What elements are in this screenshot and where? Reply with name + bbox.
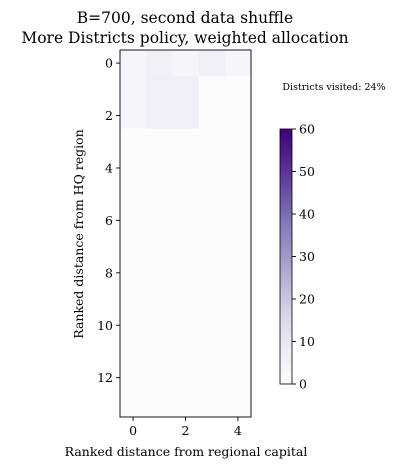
- heatmap-cell: [172, 76, 199, 103]
- y-tick-label: 4: [105, 160, 113, 175]
- heatmap-cell: [120, 364, 147, 392]
- heatmap-cell: [120, 233, 147, 261]
- x-tick-label: 4: [234, 423, 242, 438]
- heatmap-cell: [120, 390, 147, 418]
- heatmap-cell: [146, 390, 173, 418]
- heatmap-cell: [198, 102, 226, 129]
- heatmap-cell: [146, 285, 173, 313]
- heatmap-cells: [120, 50, 252, 418]
- heatmap-cell: [120, 207, 147, 234]
- heatmap-cell: [224, 154, 252, 182]
- y-tick-label: 12: [97, 370, 113, 385]
- heatmap-cell: [198, 312, 226, 339]
- heatmap-cell: [120, 259, 147, 287]
- x-tick-label: 0: [129, 423, 137, 438]
- heatmap-cell: [120, 128, 147, 156]
- heatmap-cell: [224, 390, 252, 418]
- heatmap-cell: [172, 285, 199, 313]
- heatmap-cell: [146, 154, 173, 182]
- heatmap-cell: [172, 154, 199, 182]
- heatmap-cell: [120, 285, 147, 313]
- heatmap-cell: [172, 364, 199, 392]
- heatmap-cell: [198, 50, 226, 77]
- heatmap-cell: [224, 338, 252, 365]
- x-axis-label: Ranked distance from regional capital: [65, 444, 308, 459]
- heatmap-cell: [224, 76, 252, 103]
- colorbar-tick-label: 10: [299, 334, 315, 349]
- heatmap-cell: [172, 390, 199, 418]
- x-axis-ticks: 0 2 4: [129, 417, 242, 438]
- heatmap-cell: [146, 128, 173, 156]
- colorbar-tick-label: 20: [299, 292, 315, 307]
- heatmap-cell: [120, 181, 147, 208]
- colorbar-tick-label: 30: [299, 249, 315, 264]
- heatmap-cell: [224, 312, 252, 339]
- colorbar-tick-label: 0: [299, 377, 307, 392]
- colorbar-tick-label: 60: [299, 122, 315, 137]
- heatmap-cell: [224, 50, 252, 77]
- districts-visited-annotation: Districts visited: 24%: [282, 82, 385, 93]
- y-axis-ticks: 0 2 4 6 8 10 12: [97, 56, 120, 385]
- heatmap-cell: [198, 76, 226, 103]
- heatmap-cell: [198, 233, 226, 261]
- heatmap-cell: [120, 50, 147, 77]
- heatmap-cell: [146, 207, 173, 234]
- y-tick-label: 8: [105, 265, 113, 280]
- heatmap-cell: [198, 390, 226, 418]
- y-tick-label: 0: [105, 56, 113, 71]
- heatmap-cell: [172, 338, 199, 365]
- heatmap-cell: [224, 285, 252, 313]
- x-tick-label: 2: [182, 423, 190, 438]
- heatmap-cell: [224, 233, 252, 261]
- chart-title-line1: B=700, second data shuffle: [77, 9, 293, 27]
- heatmap-cell: [224, 181, 252, 208]
- heatmap-cell: [224, 364, 252, 392]
- heatmap-cell: [172, 50, 199, 77]
- heatmap-cell: [172, 181, 199, 208]
- heatmap-cell: [146, 50, 173, 77]
- heatmap-cell: [224, 259, 252, 287]
- heatmap-cell: [198, 338, 226, 365]
- heatmap-cell: [172, 128, 199, 156]
- heatmap-cell: [146, 259, 173, 287]
- y-tick-label: 10: [97, 318, 113, 333]
- heatmap-cell: [146, 312, 173, 339]
- heatmap-cell: [224, 207, 252, 234]
- heatmap-cell: [120, 76, 147, 103]
- heatmap-cell: [146, 364, 173, 392]
- heatmap-cell: [120, 102, 147, 129]
- heatmap-cell: [198, 259, 226, 287]
- colorbar-tick-label: 50: [299, 164, 315, 179]
- y-tick-label: 6: [105, 213, 113, 228]
- heatmap-cell: [146, 76, 173, 103]
- heatmap-cell: [172, 207, 199, 234]
- heatmap-cell: [224, 128, 252, 156]
- y-tick-label: 2: [105, 108, 113, 123]
- heatmap-cell: [198, 207, 226, 234]
- heatmap-cell: [120, 312, 147, 339]
- colorbar-ticks: 0 10 20 30 40 50 60: [292, 122, 315, 392]
- colorbar: [279, 128, 293, 385]
- heatmap-cell: [172, 102, 199, 129]
- heatmap-cell: [146, 181, 173, 208]
- chart-title-line2: More Districts policy, weighted allocati…: [21, 29, 348, 47]
- heatmap-cell: [172, 312, 199, 339]
- heatmap-cell: [172, 259, 199, 287]
- colorbar-tick-label: 40: [299, 207, 315, 222]
- heatmap-cell: [120, 338, 147, 365]
- heatmap-cell: [224, 102, 252, 129]
- heatmap-cell: [146, 338, 173, 365]
- heatmap-cell: [198, 128, 226, 156]
- heatmap-cell: [198, 285, 226, 313]
- heatmap-cell: [120, 154, 147, 182]
- heatmap-cell: [146, 102, 173, 129]
- heatmap-cell: [198, 181, 226, 208]
- heatmap-cell: [198, 154, 226, 182]
- y-axis-label: Ranked distance from HQ region: [71, 129, 86, 339]
- heatmap-cell: [198, 364, 226, 392]
- heatmap-cell: [172, 233, 199, 261]
- heatmap-cell: [146, 233, 173, 261]
